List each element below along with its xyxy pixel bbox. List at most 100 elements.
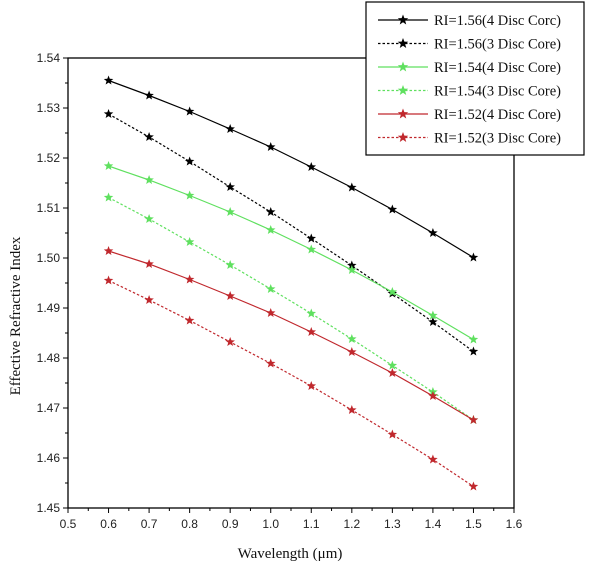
legend-item: RI=1.52(4 Disc Core)	[378, 107, 561, 123]
data-point-star	[144, 295, 154, 305]
data-point-star	[468, 346, 479, 356]
data-point-star	[265, 284, 276, 294]
data-point-star	[144, 259, 154, 269]
data-point-star	[306, 308, 317, 318]
data-point-star	[347, 182, 357, 192]
data-point-star	[225, 337, 235, 347]
data-point-star	[387, 368, 398, 378]
data-point-star	[103, 192, 114, 202]
data-point-star	[103, 246, 114, 256]
x-tick-label: 1.2	[343, 517, 360, 531]
y-tick-label: 1.47	[37, 401, 61, 415]
series-5	[103, 246, 479, 425]
series-line	[108, 165, 474, 341]
legend-star	[397, 14, 409, 25]
legend-label: RI=1.56(4 Disc Corc)	[434, 13, 561, 29]
legend-star	[397, 38, 409, 48]
x-tick-label: 1.5	[465, 517, 482, 531]
data-point-star	[428, 391, 438, 401]
legend-box	[365, 1, 585, 156]
y-axis-title: Effective Refractive Index	[8, 236, 24, 395]
data-point-star	[103, 75, 114, 85]
data-point-star	[184, 274, 195, 284]
data-point-star	[265, 142, 276, 152]
data-point-star	[265, 308, 276, 318]
x-tick-label: 1.1	[303, 517, 320, 531]
data-point-star	[306, 233, 317, 243]
data-point-star	[265, 225, 276, 235]
data-point-star	[184, 156, 195, 166]
x-tick-label: 0.7	[141, 517, 158, 531]
x-tick-label: 1.3	[384, 517, 401, 531]
y-tick-label: 1.53	[37, 101, 61, 115]
data-point-star	[306, 327, 317, 337]
data-point-star	[103, 161, 114, 171]
data-point-star	[387, 287, 398, 297]
legend-star	[397, 108, 409, 119]
legend-label: RI=1.52(3 Disc Core)	[434, 131, 561, 147]
y-tick-label: 1.48	[37, 351, 61, 365]
data-point-star	[225, 124, 235, 134]
y-tick-label: 1.45	[37, 501, 61, 515]
x-tick-label: 0.9	[222, 517, 239, 531]
data-point-star	[428, 454, 438, 464]
series-line	[108, 250, 474, 421]
data-point-star	[103, 275, 114, 285]
legend-item: RI=1.52(3 Disc Core)	[378, 131, 561, 147]
data-point-star	[184, 106, 195, 116]
y-tick-label: 1.54	[37, 51, 61, 65]
x-axis-title: Wavelength (μm)	[238, 546, 343, 562]
x-tick-label: 1.0	[262, 517, 279, 531]
data-point-star	[428, 310, 438, 320]
data-point-star	[387, 429, 398, 439]
legend-item: RI=1.56(3 Disc Core)	[378, 37, 561, 53]
y-tick-label: 1.50	[37, 251, 61, 265]
x-tick-label: 1.6	[506, 517, 523, 531]
data-point-star	[144, 175, 154, 185]
data-point-star	[306, 162, 317, 172]
legend-item: RI=1.54(3 Disc Core)	[378, 84, 561, 100]
data-point-star	[144, 90, 154, 100]
series-line	[108, 113, 474, 352]
y-tick-label: 1.46	[37, 451, 61, 465]
data-point-star	[184, 190, 195, 200]
data-point-star	[225, 182, 235, 192]
x-tick-label: 0.5	[60, 517, 77, 531]
series-line	[108, 196, 474, 421]
y-tick-label: 1.51	[37, 201, 61, 215]
data-point-star	[428, 317, 438, 327]
legend-label: RI=1.56(3 Disc Core)	[434, 37, 561, 53]
data-point-star	[306, 381, 317, 391]
legend-item: RI=1.56(4 Disc Corc)	[378, 13, 561, 29]
x-axis-ticks: 0.5 0.6 0.7 0.8 0.9 1.0 1.1 1.2 1.3 1.4 1.5 1.6	[60, 508, 523, 531]
legend-star	[397, 132, 409, 142]
series-layer	[103, 75, 479, 491]
data-point-star	[347, 405, 357, 415]
data-point-star	[347, 265, 357, 275]
series-3	[103, 161, 479, 344]
x-tick-label: 0.6	[100, 517, 117, 531]
legend-item: RI=1.54(4 Disc Core)	[378, 60, 561, 76]
data-point-star	[103, 109, 114, 119]
data-point-star	[265, 358, 276, 368]
series-line	[108, 79, 474, 259]
legend-label: RI=1.54(3 Disc Core)	[434, 84, 561, 100]
data-point-star	[468, 481, 479, 491]
data-point-star	[265, 207, 276, 217]
data-point-star	[144, 214, 154, 224]
legend-label: RI=1.54(4 Disc Core)	[434, 60, 561, 76]
data-point-star	[387, 204, 398, 214]
y-axis-ticks: 1.45 1.46 1.47 1.48 1.49 1.50 1.51 1.52 1.53 1.54	[37, 51, 68, 515]
data-point-star	[468, 252, 479, 262]
data-point-star	[184, 237, 195, 247]
data-point-star	[387, 360, 398, 370]
legend-star	[397, 61, 409, 72]
legend: RI=1.56(4 Disc Corc) RI=1.56(3 Disc Core)…	[365, 1, 585, 156]
data-point-star	[184, 315, 195, 325]
data-point-star	[225, 260, 235, 270]
series-line	[108, 279, 474, 487]
data-point-star	[428, 228, 438, 238]
data-point-star	[306, 244, 317, 254]
data-point-star	[347, 347, 357, 357]
